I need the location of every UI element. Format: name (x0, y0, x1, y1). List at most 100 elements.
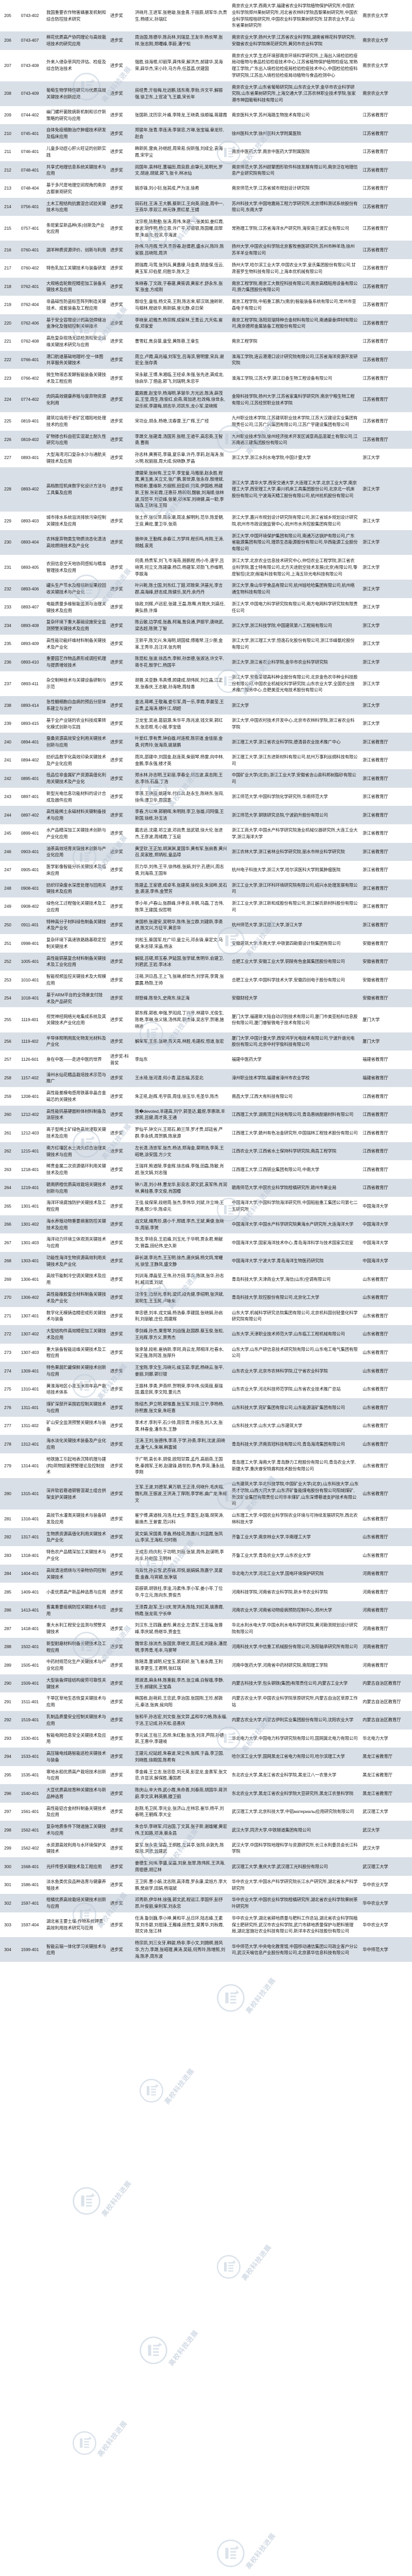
project-code-cell: 1119-401 (21, 1017, 39, 1023)
project-name-cell: 杂交制种技术与关键设备研制与示范 (46, 677, 106, 690)
watermark-text: 高校科技进展 (96, 2419, 129, 2459)
project-name-cell: 海洋环境腐蚀防护关键技术及工程应用 (46, 1200, 106, 1212)
project-name-cell: 高效节能制冷空调关键技术及应用 (46, 1273, 106, 1285)
row-index-cell: 205 (4, 13, 11, 19)
recommending-unit-cell: 江西省教育厅 (363, 1185, 388, 1191)
award-type-cell: 进步奖 (110, 641, 123, 647)
project-code-cell: 0893-411 (21, 681, 39, 686)
award-list-page: 205 0743-402 我国重要农作物害螨暴发机制和综合防控技术研究 进步奖 洪晓月,… (0, 3, 412, 2571)
organizations-cell: 中国矿业大学(北京),浙江工业大学,安徽省含山县科邦树脂砂有限公司 (232, 772, 356, 785)
project-code-cell: 0893-402 (21, 486, 39, 492)
award-type-cell: 进步奖 (110, 1386, 123, 1392)
project-name-cell: 基于ARM平台的全场景支付技术及产品研究 (46, 992, 103, 1004)
contributors-cell: 刘汉东,王四巍,姜彤,黄志全,左清军,王忠福,张晋峰,李庆斌,杨继华,贾金生 (135, 1622, 223, 1635)
recommending-unit-cell: 浙江省教育厅 (363, 922, 388, 927)
contributors-cell: 邓秀新,伊华林,徐强,郭文武,程运江,李国怀,彭抒昂,叶俊丽,柴利军,刘永忠 (135, 1897, 223, 1909)
contributors-cell: 汪传生,边慧光,李利,梁辉,段先健,李绍明,张洪斌,吴明生,王玉民,卢咏来 (135, 1292, 224, 1303)
award-type-cell: 进步奖 (110, 1368, 123, 1374)
project-name-cell: 高危复杂现场无损检测和安全运维关键技术研究与应用 (46, 335, 106, 347)
organizations-cell: 武汉大学,中国科学院地理科学与资源研究所,长江水利委员会长江科学院 (232, 1842, 358, 1854)
contributors-cell: 洪晓月,王进军,张艳璇,张金勇,于丽辰,胡军华,仇贵生,杨顺义,孙瑞红 (135, 9, 227, 22)
row-index-cell: 244 (4, 812, 11, 818)
recommending-unit-cell: 黑龙江省教育厅 (363, 1754, 392, 1759)
organizations-cell: 南京中医药大学,南京中医药大学附属医院 (232, 149, 310, 155)
table-row: 267 1301-403 海洋动力环境立体观测关键技术与应用 进步奖 陈戈,李培良,王岩… (0, 1233, 412, 1252)
project-name-cell: 基于全产业链的农业科技成果转化模式创新与实践 (46, 717, 106, 730)
award-type-cell: 进步奖 (110, 622, 123, 628)
row-index-cell: 272 (4, 1331, 11, 1337)
contributors-cell: 邢淑清,麻永林,陈重毅,李杰,张立峰,白智雄,李静,王冬,郝建民,王宝森 (135, 1677, 224, 1689)
project-name-cell: 土木工程结构抗震混合试验关键技术与应用 (46, 200, 106, 213)
table-row: 229 0893-403 城市排水系统溢流排放污染控制关键技术及应用 进步奖 张土乔,张… (0, 512, 412, 530)
table-row: 293 1530-401 智能电网信息安全关键技术及应用 进步奖 李元诚,王桂兰,苏烨,… (0, 1729, 412, 1748)
recommending-unit-cell: 南京农业大学 (363, 13, 388, 19)
organizations-cell: 九州职业技术学院,江苏建筑职业技术学院,江苏大汉建设实业集团有限责任公司,江苏广… (232, 415, 358, 427)
project-name-cell: 离子型稀土矿绿色高效浸取关键技术及应用 (46, 1127, 106, 1139)
row-index-cell: 237 (4, 681, 11, 686)
award-type-cell: 进步奖 (110, 586, 123, 591)
organizations-cell: 合肥工业大学,安徽工业大学,铜陵有色金属集团股份有限公司 (232, 959, 345, 964)
organizations-cell: 厦门大学,中国计量大学,西安鸿宇光电技术有限公司,宁波升谱光电股份有限公司,北京… (232, 1035, 355, 1047)
organizations-cell: 徐州医科大学,徐州医科大学附属医院 (232, 130, 301, 136)
project-name-cell: 农田信息空天地协同感知与精准管理技术及应用 (46, 561, 106, 573)
contributors-cell: 陈昆松,张波,徐昌杰,李鲜,孙崇德,张淑洁,许文平,蒋冬花,殷学仁,杨国平 (135, 656, 224, 668)
organizations-cell: 南京工程学院,洛阳双瑞特种合金材料有限公司,南通豪泰焊材有限公司,南京德邦金属装… (232, 317, 358, 329)
row-index-cell: 270 (4, 1295, 11, 1300)
project-code-cell: 1126-601 (21, 1057, 39, 1062)
contributors-cell: 刘松玉,蔡国军,杜广印,童立元,邓永锋,章定文,马健,朱志铎,宋晶,杨泳 (135, 937, 223, 949)
row-index-cell: 248 (4, 885, 11, 891)
contributors-cell: 解荣军,王乐,张琳,周天亮,林胜,毛建权,恒道,张宏 (135, 1038, 224, 1044)
project-code-cell: 0757-401 (21, 225, 39, 231)
organizations-cell: 浙江理工大学,浙江省农业科学院,德清县农业技术推广中心 (232, 739, 341, 744)
project-code-cell: 0743-408 (21, 62, 39, 68)
project-code-cell: 1533-401 (21, 1754, 39, 1759)
table-row: 282 1317-401 生物质资源高值化利用关键技术及产业化 进步奖 吴文娟,宋国勇,… (0, 1528, 412, 1547)
table-row: 285 1409-401 小麦优质高产新品种选育与应用 进步奖 茹振钢,胡铁柱,李淦,冯… (0, 1583, 412, 1601)
contributors-cell: 钟八莲,刘小林,曹龙华,彭良志,郭文武,袁军伟,肖润林,黄桂香,李文俊,肖国樱 (135, 1181, 227, 1194)
project-name-cell: 湖北省主要土壤-作物系统钾素高效利用技术研究与应用 (46, 1919, 104, 1930)
project-code-cell: 1530-401 (21, 1735, 39, 1741)
contributors-cell: 周治国,陈德华,陈兵林,刘瑞显,王友华,杨长琴,张祥,张志刚,郑曙峰,李蔚,潘宁… (135, 35, 223, 46)
project-name-cell: 建筑垃圾用于老矿区塌陷地处理技术的应用 (46, 415, 106, 427)
project-code-cell: 0762-408 (21, 338, 39, 344)
project-code-cell: 0745-401 (21, 130, 39, 136)
project-name-cell: 低品位非金属矿产资源高值化利用关键技术及产业化 (46, 772, 106, 785)
project-name-cell: 外来入侵杂草风险评估、检疫及综合防治技术 (46, 59, 106, 72)
organizations-cell: 山东大学,机械科学研究总院集团有限公司,北京机科国创轻量化科学研究院有限公司 (232, 1310, 358, 1322)
organizations-cell: 扬州大学,哈尔滨工业大学,中国农业大学,皇氏集团股份有限公司,甘肃普罗生物科技有… (232, 262, 356, 274)
table-row: 206 0743-407 棉花优质高产协同理论与高效栽培技术的研究应用 进步奖 周治国,… (0, 31, 412, 50)
table-row: 281 1316-401 高效节水灌溉关键技术与装备研发及应用 进步奖 崔宁博,龚道枝,… (0, 1510, 412, 1528)
project-code-cell: 0894-401 (21, 739, 39, 744)
row-index-cell: 229 (4, 518, 11, 523)
contributors-cell: 薛长湖,李兆杰,王玉明,徐杰,唐庆娟,杨文鸽,常耀光,徐莹,王静凤,盛文静 (135, 1255, 223, 1267)
project-name-cell: 高性能橡胶复合材料制备关键技术及产业化 (46, 1292, 106, 1303)
award-type-cell: 进步奖 (110, 1240, 123, 1245)
table-row: 303 1597-404 湖北省主要土壤-作物系统钾素高效利用技术研究与应用 进步奖 任… (0, 1912, 412, 1938)
organizations-cell: 合肥工业大学,中国科学技术大学,安徽四创电子股份有限公司 (232, 977, 345, 982)
contributors-cell: 胡晋,关亚静,韦真博,顾建成,胡伟民,刘立晶,江正发,张春庆,王志敏,孙海艳,周… (135, 677, 223, 690)
organizations-cell: 中国海洋大学,中国水产科学研究院黄海水产研究所,大连海洋大学 (232, 1222, 354, 1227)
table-row: 254 1018-401 基于ARM平台的全场景支付技术及产品研究 进步奖 胡登峰,陈世… (0, 989, 412, 1008)
row-index-cell: 278 (4, 1441, 11, 1447)
award-type-cell: 进步奖 (110, 1038, 123, 1044)
project-code-cell: 1315-401 (21, 1491, 39, 1497)
row-index-cell: 292 (4, 1717, 11, 1723)
project-name-cell: 医学影像智能分析关键技术及临床应用 (46, 864, 106, 876)
project-code-cell: 0893-401 (21, 455, 39, 461)
table-row: 304 1599-401 智能云端一体化学习关键技术与应用 进步奖 杨宗凯,刘三女牙,韩… (0, 1937, 412, 1962)
table-row: 214 0756-401 土木工程结构抗震混合试验关键技术与应用 进步奖 田石柱,王涛,… (0, 197, 412, 216)
project-name-cell: 大规格齿轮数控精密加工装备关键技术及应用 (46, 280, 106, 293)
organizations-cell: 东北农业大学,黑龙江省农业科学院,黑龙江八一农垦大学 (232, 1772, 337, 1777)
contributors-cell: 殷埝生,童桂,杨文亮,王刚,陈志来,郁汉琪,施昕昕,马相林,程啟华,熊新娟,曾元… (135, 299, 224, 311)
table-row: 274 1309-401 特色果蔬贮藏保鲜关键技术创新与应用 进步奖 王宝刚,李文生,冯… (0, 1362, 412, 1380)
row-index-cell: 269 (4, 1276, 11, 1282)
award-type-cell: 进步奖 (110, 1112, 123, 1117)
contributors-cell: 李剑峰,孙杰,栗育琴,刘战强,赵国群,蔡玉俊,张松,王兆辉,李方义,贾秀杰 (135, 1328, 224, 1340)
project-code-cell: 1310-401 (21, 1386, 39, 1392)
project-code-cell: 0903-401 (21, 849, 39, 854)
organizations-cell: 华北水利水电大学,中国水利水电科学研究院,黄河勘测规划设计研究院有限公司 (232, 1622, 358, 1635)
row-index-cell: 225 (4, 418, 11, 424)
project-code-cell: 1119-402 (21, 1038, 39, 1044)
table-row: 240 0894-401 蚕桑资源高效安全利用关键技术创新与应用 进步奖 叶爱红,李有贵… (0, 733, 412, 751)
contributors-cell: 徐政,刘辉,卢远宏,张建,王磊,陈骞,肖晃庆,刘高任,黄弘扬,许烽 (135, 601, 226, 613)
